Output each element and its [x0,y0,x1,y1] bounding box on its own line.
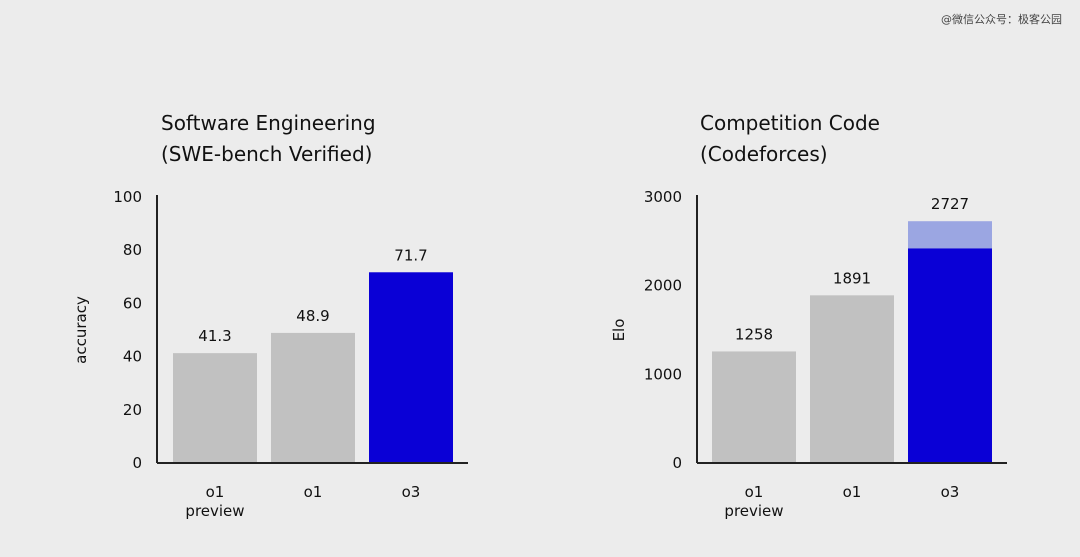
bar [173,353,257,463]
x-category-label: o1 [206,483,225,501]
y-axis-label: Elo [610,319,628,342]
bar-value-label: 48.9 [296,307,329,325]
swe-bench-chart: Software Engineering (SWE-bench Verified)… [72,111,468,520]
y-tick-label: 3000 [644,188,682,206]
y-tick-label: 2000 [644,277,682,295]
x-category-label: o3 [402,483,421,501]
chart-title-line-1: Software Engineering [161,111,376,135]
chart-title-line-2: (Codeforces) [700,142,828,166]
bar [271,332,355,463]
x-category-label: preview [724,502,783,520]
y-tick-label: 0 [132,454,142,472]
x-category-label: o1 [843,483,862,501]
y-tick-label: 20 [123,401,142,419]
y-tick-label: 60 [123,294,142,312]
y-axis-label: accuracy [72,296,90,364]
x-category-label: o3 [941,483,960,501]
bar [908,248,992,463]
y-tick-label: 0 [672,454,682,472]
chart-title-line-1: Competition Code [700,111,880,135]
y-tick-label: 40 [123,348,142,366]
x-category-label: o1 [745,483,764,501]
y-tick-label: 80 [123,241,142,259]
bar [369,272,453,463]
y-tick-label: 1000 [644,365,682,383]
bar-value-label: 1891 [833,269,871,287]
bar-range-segment [908,221,992,249]
watermark: @微信公众号：极客公园 [941,13,1062,26]
chart-title-line-2: (SWE-bench Verified) [161,142,372,166]
bar-value-label: 2727 [931,195,969,213]
y-tick-label: 100 [113,188,142,206]
bar-value-label: 41.3 [198,327,231,345]
codeforces-chart: Competition Code (Codeforces) Elo 0 1000 2000… [610,111,1007,520]
bar-value-label: 71.7 [394,246,427,264]
bar [712,351,796,463]
bar [810,295,894,463]
bar-value-label: 1258 [735,325,773,343]
x-category-label: preview [185,502,244,520]
x-category-label: o1 [304,483,323,501]
